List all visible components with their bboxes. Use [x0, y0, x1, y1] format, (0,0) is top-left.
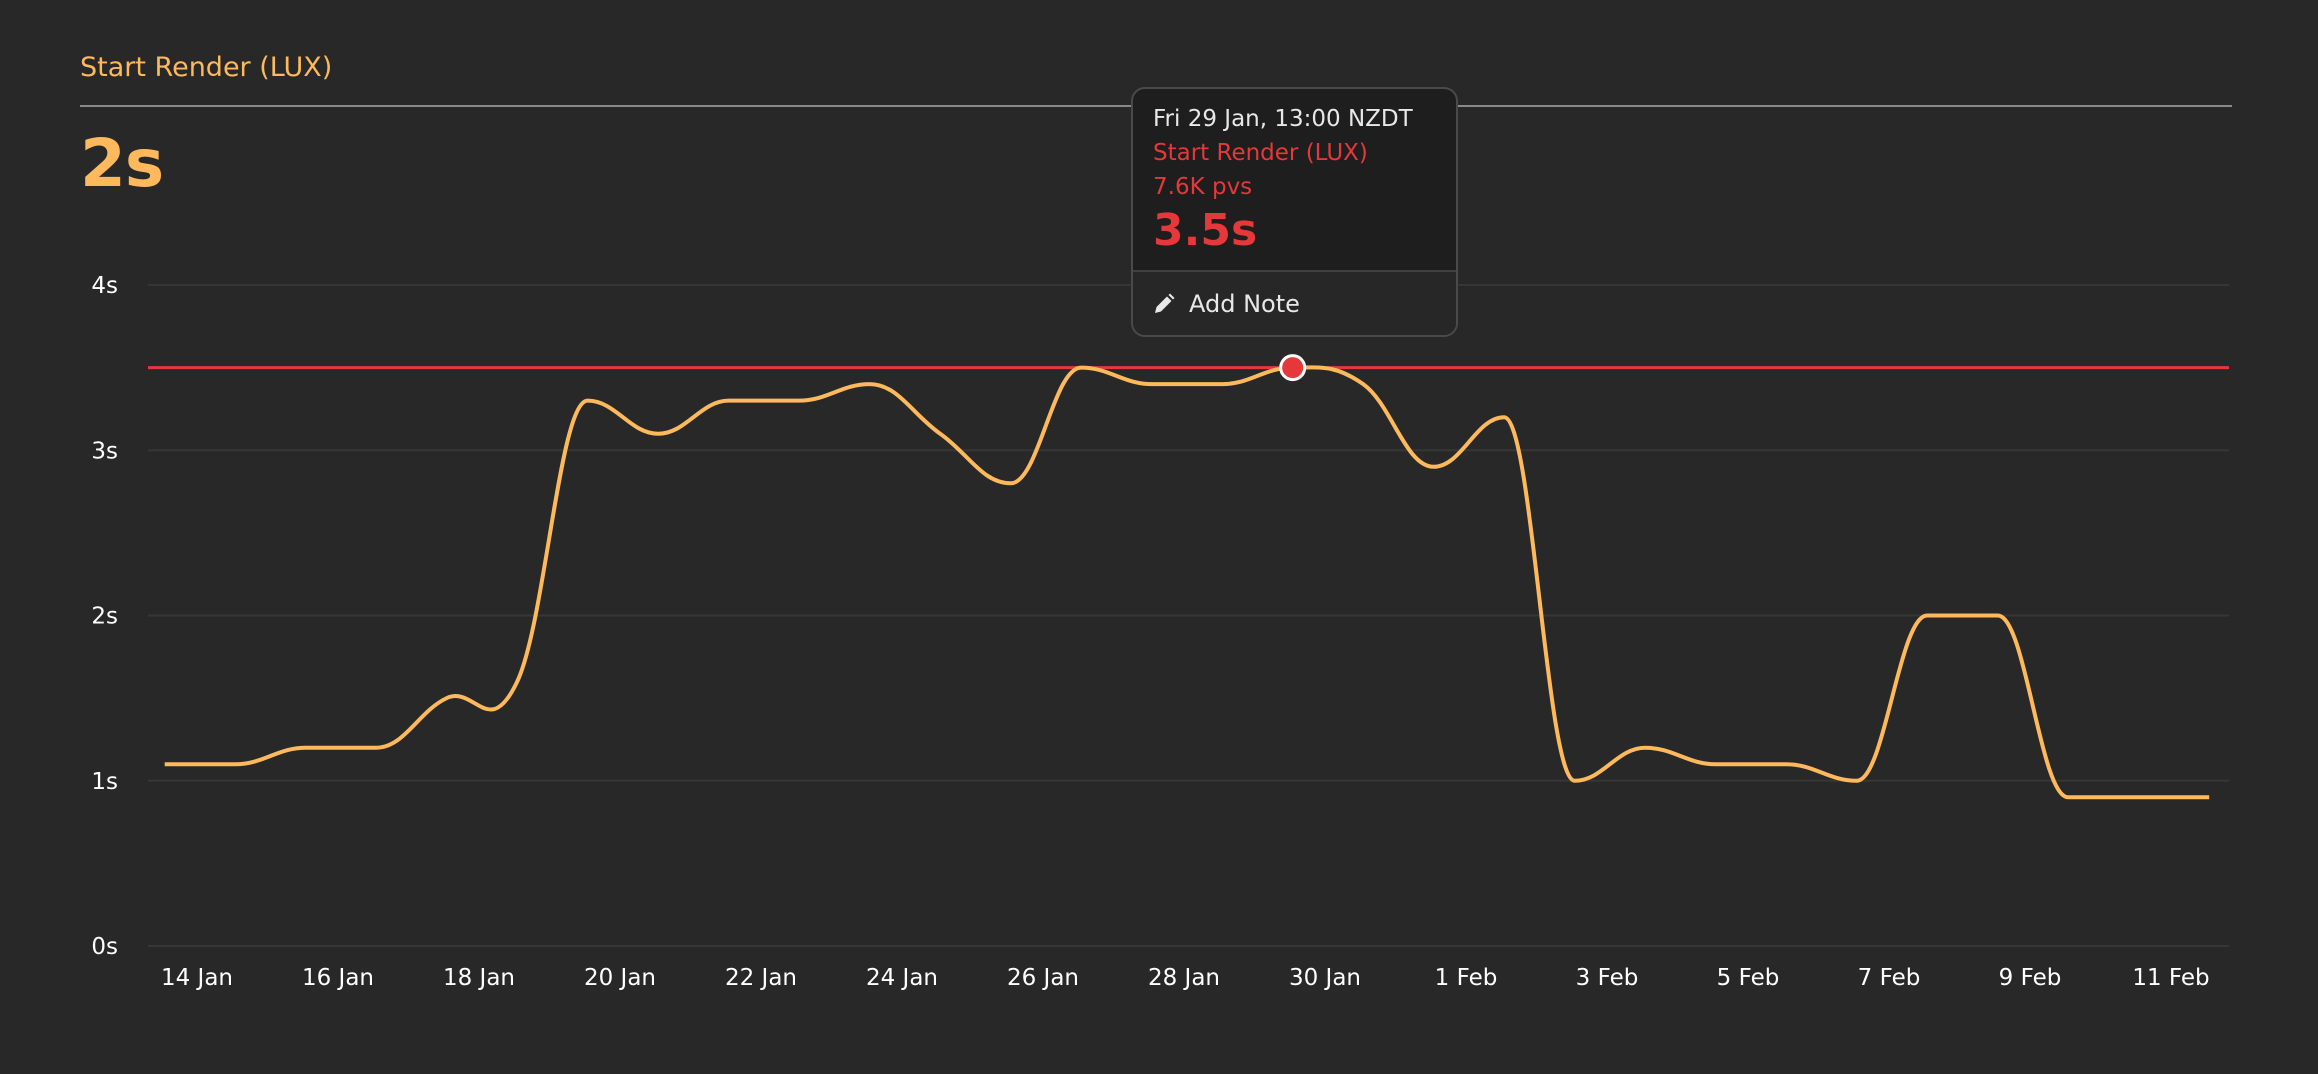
- x-tick-label: 16 Jan: [302, 965, 374, 991]
- chart-title: Start Render (LUX): [80, 52, 333, 83]
- tooltip-value: 3.5s: [1153, 205, 1258, 256]
- x-tick-label: 22 Jan: [725, 965, 797, 991]
- x-tick-label: 26 Jan: [1007, 965, 1079, 991]
- y-tick-label: 0s: [91, 934, 118, 960]
- x-tick-label: 28 Jan: [1148, 965, 1220, 991]
- x-tick-label: 5 Feb: [1717, 965, 1780, 991]
- chart-tooltip: Fri 29 Jan, 13:00 NZDT Start Render (LUX…: [1131, 87, 1458, 337]
- tooltip-pageviews: 7.6K pvs: [1153, 174, 1253, 200]
- tooltip-series: Start Render (LUX): [1153, 140, 1368, 166]
- x-tick-label: 14 Jan: [161, 965, 233, 991]
- highlighted-point: [1279, 354, 1307, 382]
- x-tick-label: 24 Jan: [866, 965, 938, 991]
- add-note-label: Add Note: [1189, 289, 1300, 318]
- pencil-icon: [1155, 293, 1175, 313]
- y-tick-label: 4s: [91, 273, 118, 299]
- x-tick-label: 30 Jan: [1289, 965, 1361, 991]
- y-tick-label: 3s: [91, 438, 118, 464]
- x-tick-label: 7 Feb: [1858, 965, 1921, 991]
- x-tick-label: 18 Jan: [443, 965, 515, 991]
- summary-value: 2s: [80, 125, 164, 202]
- y-tick-label: 2s: [91, 604, 118, 630]
- add-note-button[interactable]: Add Note: [1133, 272, 1456, 335]
- x-tick-label: 9 Feb: [1999, 965, 2062, 991]
- x-tick-label: 1 Feb: [1435, 965, 1498, 991]
- x-tick-label: 3 Feb: [1576, 965, 1639, 991]
- x-tick-label: 11 Feb: [2132, 965, 2209, 991]
- tooltip-date: Fri 29 Jan, 13:00 NZDT: [1153, 106, 1413, 132]
- y-tick-label: 1s: [91, 769, 118, 795]
- series-line: [164, 365, 2210, 800]
- x-tick-label: 20 Jan: [584, 965, 656, 991]
